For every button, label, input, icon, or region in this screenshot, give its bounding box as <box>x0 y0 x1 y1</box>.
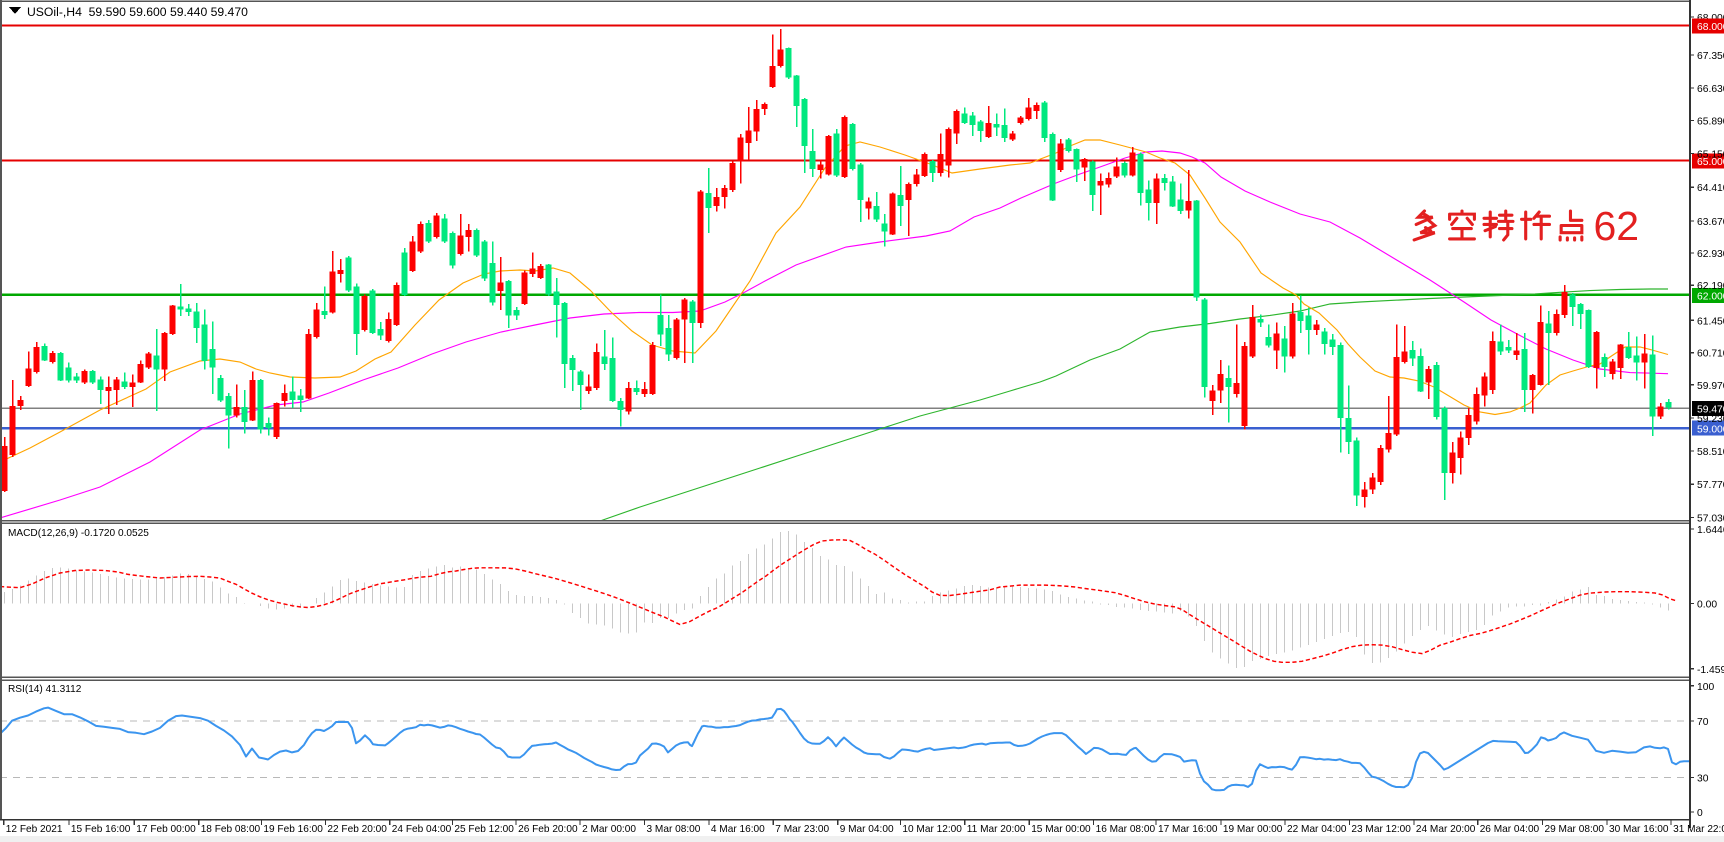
svg-text:-1.4594: -1.4594 <box>1697 665 1724 676</box>
svg-text:USOil-,H4 59.590 59.600 59.44: USOil-,H4 59.590 59.600 59.440 59.470 <box>27 5 248 19</box>
svg-text:22 Feb 20:00: 22 Feb 20:00 <box>327 824 387 835</box>
svg-text:65.890: 65.890 <box>1697 117 1724 128</box>
svg-text:68.000: 68.000 <box>1697 22 1724 33</box>
svg-text:17 Feb 00:00: 17 Feb 00:00 <box>136 824 196 835</box>
svg-text:67.350: 67.350 <box>1697 51 1724 62</box>
svg-text:26 Mar 04:00: 26 Mar 04:00 <box>1480 824 1540 835</box>
svg-text:26 Feb 20:00: 26 Feb 20:00 <box>518 824 578 835</box>
svg-text:30: 30 <box>1697 774 1709 785</box>
svg-text:3 Mar 08:00: 3 Mar 08:00 <box>647 824 701 835</box>
svg-text:12 Feb 2021: 12 Feb 2021 <box>6 824 63 835</box>
svg-text:63.670: 63.670 <box>1697 217 1724 228</box>
svg-text:10 Mar 12:00: 10 Mar 12:00 <box>902 824 962 835</box>
svg-text:22 Mar 04:00: 22 Mar 04:00 <box>1287 824 1347 835</box>
svg-text:31 Mar 22:00: 31 Mar 22:00 <box>1673 824 1724 835</box>
svg-text:62.000: 62.000 <box>1697 292 1724 303</box>
svg-text:62: 62 <box>1594 203 1640 249</box>
svg-text:59.000: 59.000 <box>1697 424 1724 435</box>
svg-text:24 Mar 20:00: 24 Mar 20:00 <box>1416 824 1476 835</box>
svg-text:4 Mar 16:00: 4 Mar 16:00 <box>711 824 765 835</box>
svg-text:100: 100 <box>1697 682 1714 693</box>
svg-text:66.630: 66.630 <box>1697 84 1724 95</box>
svg-text:19 Feb 16:00: 19 Feb 16:00 <box>263 824 323 835</box>
svg-text:57.770: 57.770 <box>1697 480 1724 491</box>
svg-text:18 Feb 08:00: 18 Feb 08:00 <box>201 824 261 835</box>
svg-text:1.6446: 1.6446 <box>1697 525 1724 536</box>
svg-text:70: 70 <box>1697 717 1709 728</box>
svg-text:59.470: 59.470 <box>1697 405 1724 416</box>
svg-text:65.150: 65.150 <box>1697 149 1724 160</box>
svg-text:RSI(14) 41.3112: RSI(14) 41.3112 <box>8 684 82 695</box>
svg-text:29 Mar 08:00: 29 Mar 08:00 <box>1545 824 1605 835</box>
svg-text:23 Mar 12:00: 23 Mar 12:00 <box>1351 824 1411 835</box>
svg-text:16 Mar 08:00: 16 Mar 08:00 <box>1096 824 1156 835</box>
svg-text:MACD(12,26,9) -0.1720 0.0525: MACD(12,26,9) -0.1720 0.0525 <box>8 528 149 539</box>
svg-text:2 Mar 00:00: 2 Mar 00:00 <box>582 824 636 835</box>
svg-text:58.510: 58.510 <box>1697 447 1724 458</box>
svg-text:11 Mar 20:00: 11 Mar 20:00 <box>967 824 1026 835</box>
svg-text:0: 0 <box>1697 808 1703 819</box>
svg-text:25 Feb 12:00: 25 Feb 12:00 <box>454 824 514 835</box>
svg-text:30 Mar 16:00: 30 Mar 16:00 <box>1609 824 1669 835</box>
svg-text:64.410: 64.410 <box>1697 183 1724 194</box>
svg-text:19 Mar 00:00: 19 Mar 00:00 <box>1223 824 1283 835</box>
svg-text:9 Mar 04:00: 9 Mar 04:00 <box>840 824 894 835</box>
svg-text:57.030: 57.030 <box>1697 513 1724 524</box>
svg-text:62.930: 62.930 <box>1697 249 1724 260</box>
svg-text:15 Feb 16:00: 15 Feb 16:00 <box>71 824 131 835</box>
svg-text:15 Mar 00:00: 15 Mar 00:00 <box>1031 824 1091 835</box>
svg-text:17 Mar 16:00: 17 Mar 16:00 <box>1158 824 1218 835</box>
svg-text:59.230: 59.230 <box>1697 414 1724 425</box>
svg-text:0.00: 0.00 <box>1697 600 1717 611</box>
svg-text:60.710: 60.710 <box>1697 349 1724 360</box>
svg-text:65.000: 65.000 <box>1697 157 1724 168</box>
svg-text:61.450: 61.450 <box>1697 316 1724 327</box>
svg-text:59.970: 59.970 <box>1697 381 1724 392</box>
svg-text:7 Mar 23:00: 7 Mar 23:00 <box>775 824 829 835</box>
svg-text:24 Feb 04:00: 24 Feb 04:00 <box>392 824 452 835</box>
svg-text:62.190: 62.190 <box>1697 281 1724 292</box>
